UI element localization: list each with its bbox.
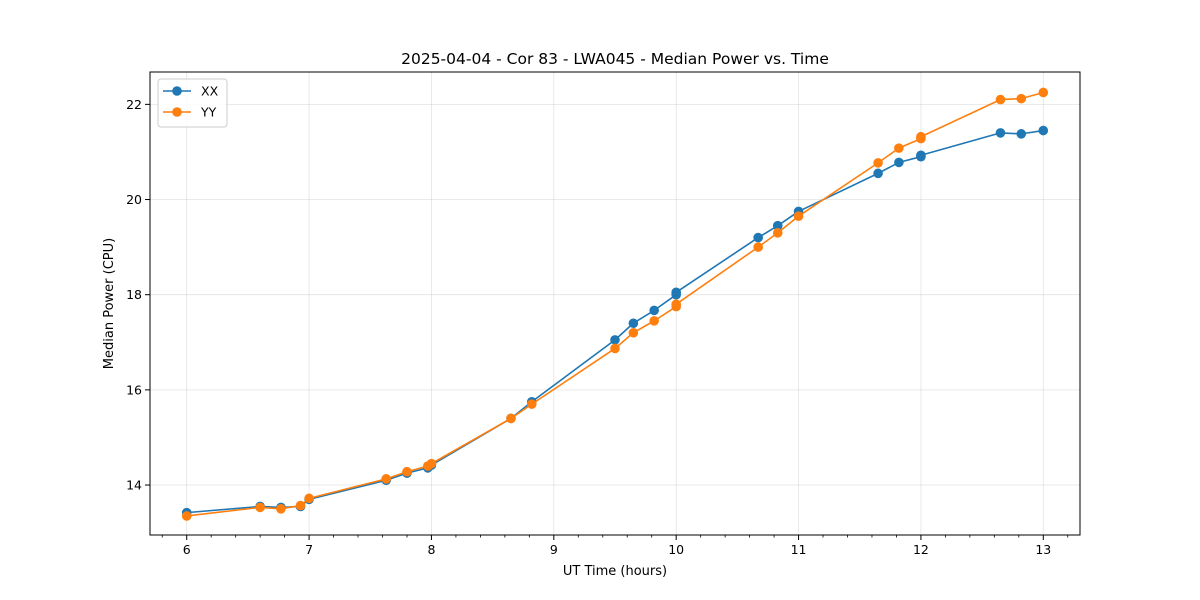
data-point-yy xyxy=(873,158,883,168)
data-point-xx xyxy=(649,305,659,316)
data-point-yy xyxy=(753,242,763,252)
data-point-yy xyxy=(276,504,286,514)
grid xyxy=(150,72,1080,535)
legend-label-yy: YY xyxy=(200,105,217,120)
x-tick-label: 11 xyxy=(791,542,807,557)
data-point-yy xyxy=(793,211,804,221)
legend-marker-yy xyxy=(172,107,182,117)
data-point-xx xyxy=(628,318,639,329)
chart-title: 2025-04-04 - Cor 83 - LWA045 - Median Po… xyxy=(401,50,829,68)
y-axis-label: Median Power (CPU) xyxy=(102,238,117,369)
data-point-xx xyxy=(1038,125,1049,136)
y-tick-label: 20 xyxy=(126,192,142,207)
data-point-xx xyxy=(610,335,620,345)
data-point-xx xyxy=(671,287,681,298)
x-tick-label: 12 xyxy=(913,542,929,557)
data-point-yy xyxy=(526,399,537,409)
legend: XX YY xyxy=(157,78,228,128)
data-point-xx xyxy=(916,150,926,161)
data-point-yy xyxy=(402,466,412,477)
y-tick-label: 14 xyxy=(126,478,142,493)
data-point-yy xyxy=(995,94,1006,105)
x-tick-label: 7 xyxy=(305,542,313,557)
data-point-yy xyxy=(295,500,306,511)
data-point-yy xyxy=(1016,93,1027,104)
x-axis-label: UT Time (hours) xyxy=(563,564,667,579)
x-axis-ticks: 6 7 8 9 10 11 12 13 xyxy=(161,535,1069,557)
data-point-xx xyxy=(772,220,783,231)
data-point-xx xyxy=(873,168,883,179)
legend-marker-xx xyxy=(172,86,182,96)
legend-label-xx: XX xyxy=(201,84,219,99)
x-tick-label: 8 xyxy=(427,542,435,557)
data-point-xx xyxy=(894,157,904,168)
data-point-yy xyxy=(506,413,516,424)
y-tick-label: 18 xyxy=(126,287,142,302)
x-tick-label: 13 xyxy=(1035,542,1051,557)
x-tick-label: 10 xyxy=(668,542,684,557)
plot-frame xyxy=(149,71,1081,536)
data-point-yy xyxy=(894,143,904,153)
data-point-yy xyxy=(671,299,681,310)
data-point-yy xyxy=(255,502,265,513)
y-axis-ticks: 14 16 18 20 22 xyxy=(126,97,150,493)
data-point-yy xyxy=(181,511,192,521)
data-point-yy xyxy=(772,228,783,238)
data-point-xx xyxy=(1016,129,1027,139)
data-point-yy xyxy=(426,458,437,469)
data-point-yy xyxy=(1038,87,1049,98)
y-tick-label: 16 xyxy=(126,382,142,397)
data-point-yy xyxy=(916,131,926,142)
data-point-yy xyxy=(381,474,391,484)
data-point-xx xyxy=(753,232,763,243)
series-layer xyxy=(181,87,1049,521)
y-tick-label: 22 xyxy=(126,97,142,112)
data-point-xx xyxy=(995,128,1006,138)
data-point-yy xyxy=(304,493,314,504)
data-point-yy xyxy=(628,327,639,338)
x-tick-label: 6 xyxy=(183,542,191,557)
x-tick-label: 9 xyxy=(550,542,558,557)
data-point-yy xyxy=(649,316,659,326)
data-point-yy xyxy=(610,343,620,354)
